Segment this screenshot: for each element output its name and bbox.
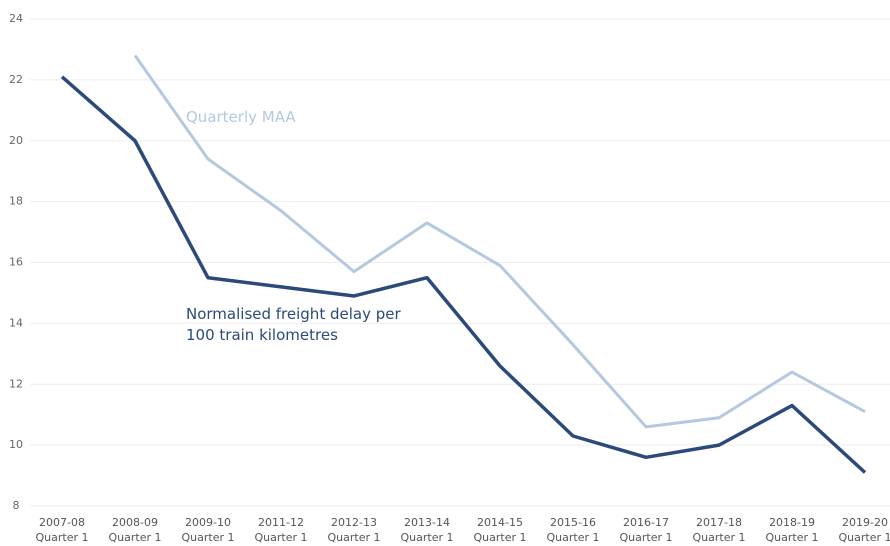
series-line [60,75,867,474]
x-tick-label: 2008-09 Quarter 1 [108,516,162,544]
series-label: Normalised freight delay per 100 train k… [186,305,401,344]
x-tick-label: 2007-08 Quarter 1 [35,516,89,544]
y-tick-label: 22 [9,73,23,86]
y-tick-label: 24 [9,12,23,25]
x-tick-label: 2017-18 Quarter 1 [692,516,746,544]
x-tick-label: 2014-15 Quarter 1 [473,516,527,544]
x-tick-label: 2019-20 Quarter 1 [838,516,890,544]
y-tick-label: 16 [9,256,23,269]
series-label: Quarterly MAA [186,108,296,126]
x-tick-label: 2009-10 Quarter 1 [181,516,235,544]
y-tick-label: 8 [13,499,20,512]
x-tick-label: 2018-19 Quarter 1 [765,516,819,544]
series-line [133,54,866,429]
y-tick-label: 14 [9,316,23,329]
x-tick-label: 2016-17 Quarter 1 [619,516,673,544]
y-tick-label: 18 [9,195,23,208]
x-tick-label: 2011-12 Quarter 1 [254,516,308,544]
x-tick-label: 2012-13 Quarter 1 [327,516,381,544]
y-tick-label: 10 [9,438,23,451]
y-tick-label: 20 [9,134,23,147]
x-tick-label: 2015-16 Quarter 1 [546,516,600,544]
y-tick-label: 12 [9,377,23,390]
x-tick-label: 2013-14 Quarter 1 [400,516,454,544]
